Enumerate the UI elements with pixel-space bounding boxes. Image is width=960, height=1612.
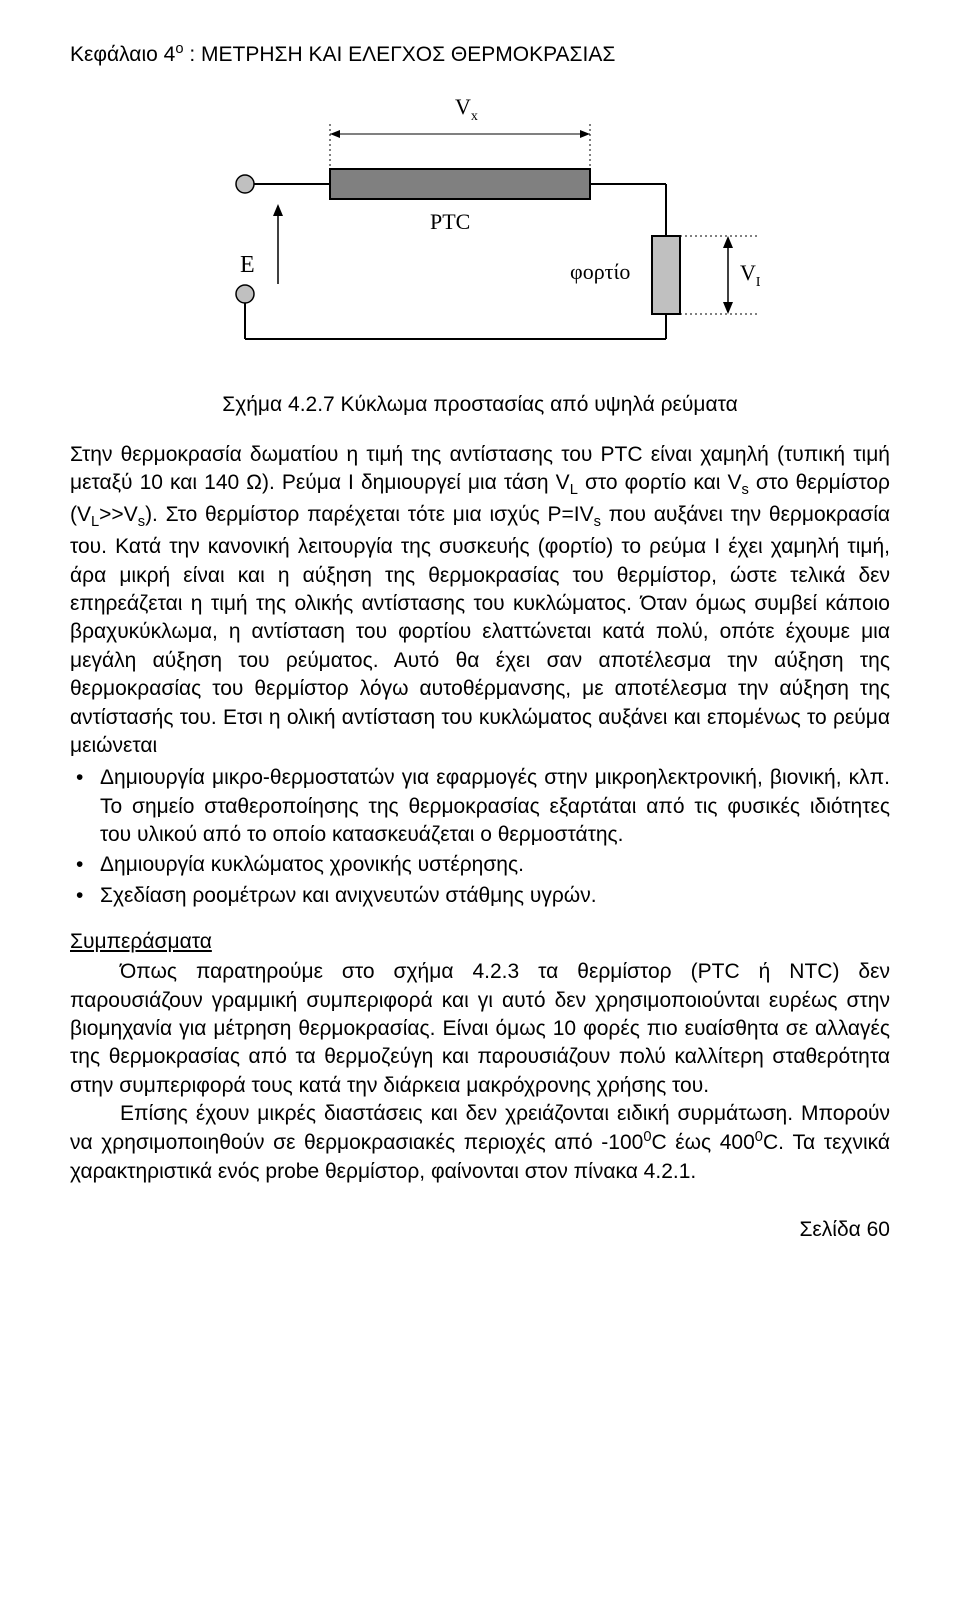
label-e: E [240,252,255,278]
label-load: φορτίο [570,259,630,284]
terminal-lower [236,285,254,303]
label-vx: Vx [455,94,478,124]
paragraph-1: Στην θερμοκρασία δωματίου η τιμή της αντ… [70,441,890,760]
page-header: Κεφάλαιο 4ο : ΜΕΤΡΗΣΗ ΚΑΙ ΕΛΕΓΧΟΣ ΘΕΡΜΟΚ… [70,40,890,69]
load-element [652,236,680,314]
diagram-caption: Σχήμα 4.2.7 Κύκλωμα προστασίας από υψηλά… [70,391,890,419]
list-item: Σχεδίαση ροομέτρων και ανιχνευτών στάθμη… [70,882,890,910]
label-vl: VL [740,260,760,290]
page-footer: Σελίδα 60 [70,1216,890,1244]
list-item: Δημιουργία κυκλώματος χρονικής υστέρησης… [70,851,890,879]
section-heading: Συμπεράσματα [70,928,890,956]
label-ptc: PTC [430,209,470,234]
paragraph-2a: Όπως παρατηρούμε στο σχήμα 4.2.3 τα θερμ… [70,958,890,1100]
resistor-ptc [330,169,590,199]
circuit-diagram: Vx PTC E φορτίο [200,94,760,372]
bullet-list: Δημιουργία μικρο-θερμοστατών για εφαρμογ… [70,764,890,910]
paragraph-2b: Επίσης έχουν μικρές διαστάσεις και δεν χ… [70,1100,890,1186]
list-item: Δημιουργία μικρο-θερμοστατών για εφαρμογ… [70,764,890,849]
terminal-upper [236,175,254,193]
